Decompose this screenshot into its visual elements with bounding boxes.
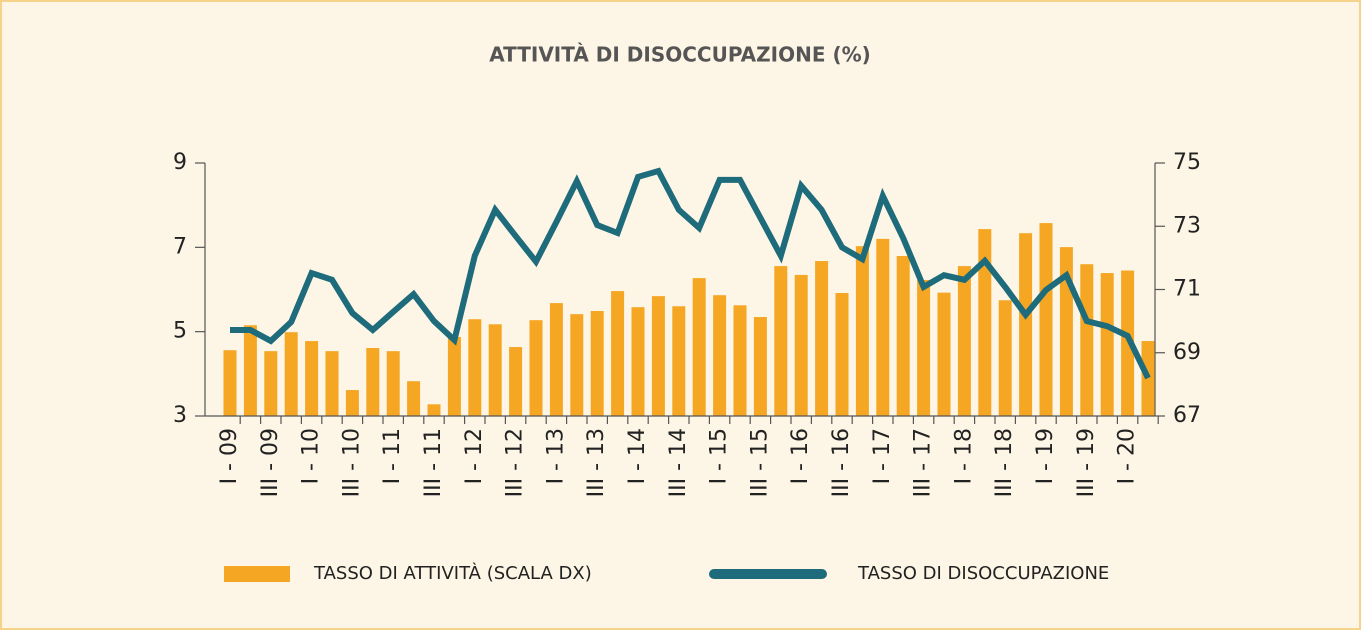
x-tick-label: I - 12: [462, 428, 487, 484]
x-tick-label: I - 13: [543, 428, 568, 484]
bar: [284, 332, 298, 416]
bar: [733, 305, 747, 416]
x-tick-label: III - 15: [747, 428, 772, 497]
bar: [774, 266, 788, 416]
x-tick-label: III - 19: [1074, 428, 1099, 497]
x-tick-label: III - 09: [258, 428, 283, 497]
y-tick-label: 7: [173, 234, 187, 259]
bar: [590, 311, 604, 416]
bar: [753, 317, 767, 416]
x-tick-label: I - 09: [217, 428, 242, 484]
bar: [896, 255, 910, 416]
bar: [366, 348, 380, 416]
bar: [1121, 270, 1135, 416]
bar: [427, 404, 441, 416]
bar: [345, 390, 359, 416]
bar: [631, 307, 645, 416]
y2-tick-label: 75: [1173, 150, 1201, 175]
bar: [386, 351, 400, 416]
x-tick-label: III - 18: [992, 428, 1017, 497]
x-tick-label: III - 17: [911, 428, 936, 497]
bar: [957, 266, 971, 416]
bar: [509, 347, 523, 416]
x-tick-label: III - 10: [339, 428, 364, 497]
x-tick-label: I - 14: [625, 428, 650, 484]
bar: [937, 292, 951, 416]
bar: [611, 291, 625, 416]
bar: [468, 319, 482, 416]
bar: [264, 351, 278, 416]
bar: [692, 278, 706, 416]
bar: [713, 295, 727, 416]
bar: [978, 229, 992, 416]
x-tick-label: III - 11: [421, 428, 446, 497]
bar: [1100, 273, 1114, 416]
chart-title: ATTIVITÀ DI DISOCCUPAZIONE (%): [489, 43, 871, 67]
bar: [794, 274, 808, 416]
bar: [815, 261, 829, 416]
bar: [488, 324, 502, 416]
legend-label: TASSO DI ATTIVITÀ (SCALA DX): [313, 562, 592, 584]
x-tick-label: I - 17: [870, 428, 895, 484]
x-tick-label: I - 19: [1033, 428, 1058, 484]
bar: [672, 306, 686, 416]
y2-tick-label: 73: [1173, 213, 1201, 238]
x-tick-label: III - 16: [829, 428, 854, 497]
bar: [325, 351, 339, 416]
x-tick-label: III - 13: [584, 428, 609, 497]
bar: [876, 238, 890, 416]
bar: [855, 246, 869, 416]
y-tick-label: 9: [173, 150, 187, 175]
bar: [1141, 341, 1155, 416]
bar: [549, 303, 563, 416]
x-tick-label: I - 20: [1115, 428, 1140, 484]
bar: [407, 381, 421, 416]
x-tick-label: III - 12: [503, 428, 528, 497]
y-tick-label: 5: [173, 319, 187, 344]
line-series: [230, 167, 1151, 380]
bar: [305, 341, 319, 416]
bar: [1019, 233, 1033, 416]
bar: [529, 320, 543, 416]
x-tick-label: I - 10: [299, 428, 324, 484]
bar: [223, 350, 237, 416]
x-tick-label: I - 15: [707, 428, 732, 484]
x-tick-label: I - 16: [788, 428, 813, 484]
legend-swatch: [224, 566, 290, 582]
bar: [651, 296, 665, 416]
y-tick-label: 3: [173, 403, 187, 428]
bar: [835, 292, 849, 416]
y2-tick-label: 71: [1173, 277, 1201, 302]
x-tick-label: I - 18: [951, 428, 976, 484]
bar: [447, 336, 461, 416]
bar: [998, 300, 1012, 416]
y2-tick-label: 67: [1173, 403, 1201, 428]
bar: [243, 325, 257, 416]
bar: [1080, 264, 1094, 416]
x-tick-label: III - 14: [666, 428, 691, 497]
y2-tick-label: 69: [1173, 340, 1201, 365]
bar: [917, 280, 931, 416]
legend-label: TASSO DI DISOCCUPAZIONE: [857, 563, 1109, 584]
bar: [1039, 223, 1053, 416]
x-tick-label: I - 11: [380, 428, 405, 484]
bar: [570, 314, 584, 416]
